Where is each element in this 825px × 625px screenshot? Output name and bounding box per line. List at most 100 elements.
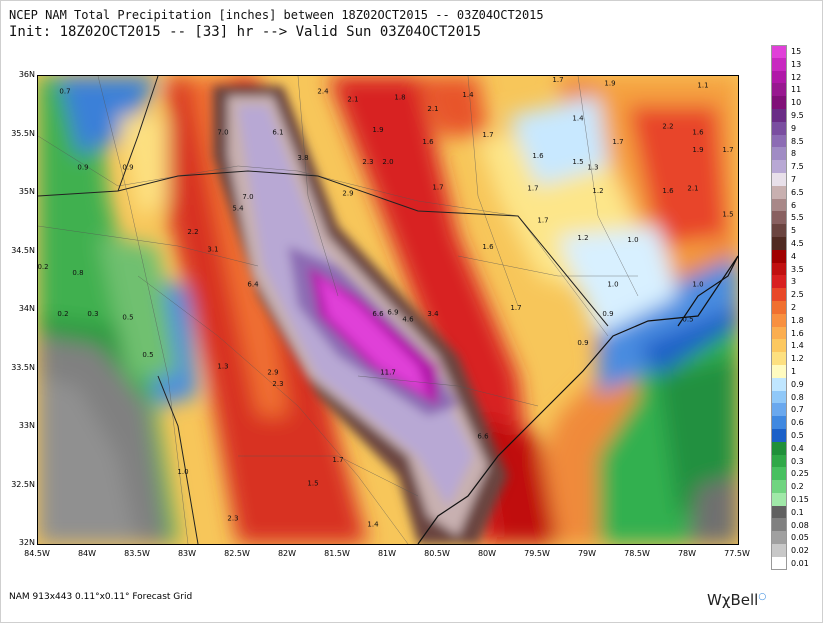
precip-value-label: 2.1 <box>427 105 438 113</box>
precip-value-label: 0.3 <box>87 310 98 318</box>
lat-label: 34.5N <box>11 245 35 255</box>
color-scale-label: 1.4 <box>791 341 804 351</box>
color-scale-swatch <box>771 339 787 353</box>
precip-value-label: 1.3 <box>217 363 228 371</box>
precip-value-label: 2.1 <box>687 185 698 193</box>
color-scale-swatch <box>771 518 787 532</box>
color-scale-label: 1.8 <box>791 315 804 325</box>
color-scale-label: 0.7 <box>791 405 804 415</box>
color-scale-label: 10 <box>791 98 802 108</box>
lat-label: 35.5N <box>11 128 35 138</box>
color-scale-swatch <box>771 262 787 276</box>
precip-value-label: 2.0 <box>382 158 393 166</box>
color-scale-swatch <box>771 249 787 263</box>
color-scale-swatch <box>771 441 787 455</box>
color-scale-swatch <box>771 300 787 314</box>
color-scale-swatch <box>771 121 787 135</box>
color-scale-label: 0.4 <box>791 443 804 453</box>
lat-label: 34N <box>18 304 35 313</box>
lon-label: 80.5W <box>424 549 450 558</box>
precip-value-label: 1.7 <box>432 184 443 192</box>
color-scale-swatch <box>771 313 787 327</box>
precip-value-label: 1.9 <box>372 126 383 134</box>
precip-value-label: 2.2 <box>187 228 198 236</box>
color-scale-label: 8.5 <box>791 136 804 146</box>
color-scale-label: 1 <box>791 367 797 376</box>
lon-label: 81W <box>377 549 397 558</box>
color-scale-swatch <box>771 198 787 212</box>
precip-value-label: 1.7 <box>612 138 623 146</box>
color-scale-swatch <box>771 531 787 545</box>
precip-value-label: 1.0 <box>692 281 703 289</box>
precip-value-label: 1.3 <box>587 164 598 172</box>
precip-value-label: 1.7 <box>722 146 733 154</box>
precip-value-label: 1.7 <box>537 216 548 224</box>
color-scale-swatch <box>771 57 787 71</box>
color-scale-label: 0.05 <box>791 533 809 543</box>
precip-value-label: 1.9 <box>692 146 703 154</box>
state-lines <box>38 76 609 544</box>
precip-value-label: 1.7 <box>527 185 538 193</box>
color-scale-swatch <box>771 172 787 186</box>
precip-value-label: 2.3 <box>272 380 283 388</box>
color-scale-swatch <box>771 224 787 237</box>
lon-label: 83.5W <box>124 549 150 558</box>
color-scale-swatch <box>771 134 787 148</box>
precip-value-label: 0.5 <box>682 316 693 324</box>
lon-label: 78.5W <box>624 549 650 558</box>
color-scale-swatch <box>771 467 787 481</box>
precip-value-label: 1.5 <box>572 158 583 166</box>
precip-value-label: 6.6 <box>477 433 489 441</box>
lon-label: 84W <box>77 549 97 558</box>
color-scale-label: 3 <box>791 277 797 287</box>
color-scale-label: 0.1 <box>791 507 804 517</box>
color-scale-swatch <box>771 556 787 570</box>
color-scale-label: 7 <box>791 175 797 184</box>
precip-value-label: 0.7 <box>59 88 70 96</box>
color-scale-label: 0.9 <box>791 379 804 389</box>
color-scale-label: 1.2 <box>791 354 804 364</box>
precip-value-label: 1.2 <box>577 234 588 242</box>
color-scale-swatch <box>771 505 787 519</box>
precip-value-label: 1.8 <box>394 93 405 101</box>
precip-value-label: 2.2 <box>662 123 673 131</box>
precip-value-label: 1.4 <box>462 91 474 99</box>
color-scale-label: 0.01 <box>791 559 809 568</box>
color-scale-label: 4.5 <box>791 239 804 248</box>
precip-value-label: 3.4 <box>427 310 439 318</box>
precip-value-label: 0.5 <box>142 351 153 359</box>
color-scale-label: 0.3 <box>791 456 804 466</box>
precip-value-label: 0.9 <box>122 164 133 172</box>
precip-value-label: 1.6 <box>482 243 494 251</box>
color-scale-label: 6 <box>791 200 797 210</box>
color-scale-swatch <box>771 83 787 97</box>
color-scale-swatch <box>771 377 787 391</box>
color-scale-swatch <box>771 45 787 58</box>
color-scale-label: 2.5 <box>791 290 804 300</box>
precip-value-label: 6.9 <box>387 309 398 317</box>
precip-shading <box>38 76 738 544</box>
lat-label: 32N <box>18 538 35 547</box>
heavy-rain-band <box>213 86 508 544</box>
precip-value-label: 0.2 <box>38 263 49 271</box>
color-scale-swatch <box>771 480 787 493</box>
color-scale-swatch <box>771 275 787 289</box>
lon-label: 78W <box>677 549 697 558</box>
precip-value-label: 2.3 <box>362 158 373 166</box>
lon-label: 77.5W <box>724 549 750 558</box>
precip-value-label: 1.7 <box>332 456 343 464</box>
precip-value-label: 11.7 <box>380 368 396 376</box>
lat-label: 35N <box>18 187 35 196</box>
color-scale-swatch <box>771 364 787 378</box>
brand-text: WχBell <box>707 591 759 609</box>
precip-value-label: 2.4 <box>317 88 329 96</box>
lon-label: 79W <box>577 549 597 558</box>
precip-value-label: 0.9 <box>577 339 588 347</box>
brand-logo: WχBell○ <box>707 591 766 609</box>
color-scale-swatch <box>771 454 787 468</box>
lat-label: 36N <box>18 70 35 79</box>
state-county-borders <box>38 76 639 544</box>
color-scale-swatch <box>771 428 787 442</box>
color-scale-label: 0.2 <box>791 482 804 492</box>
precip-value-label: 1.6 <box>532 152 544 160</box>
